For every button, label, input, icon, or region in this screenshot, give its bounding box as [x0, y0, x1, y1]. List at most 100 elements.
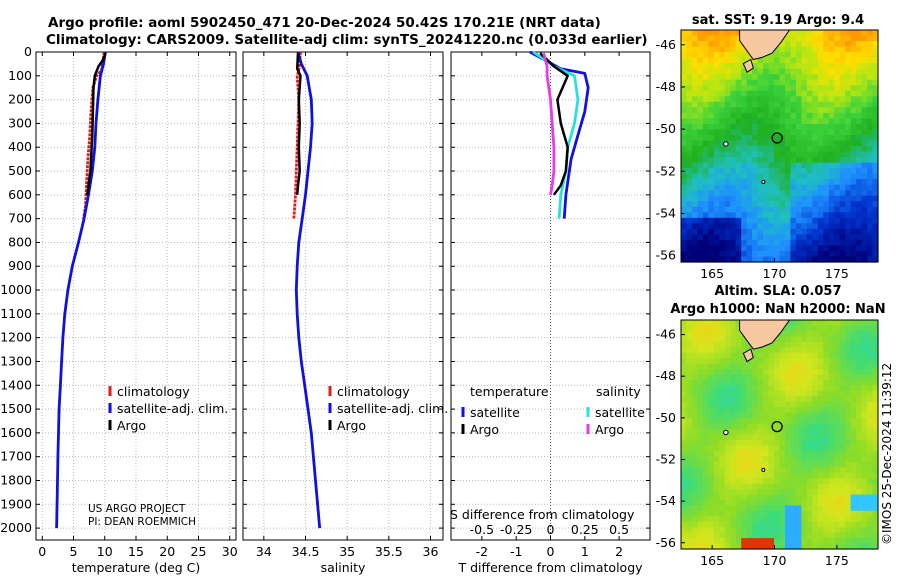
- sla_map-frame: [680, 319, 879, 550]
- sla_map-cell: [795, 505, 802, 512]
- sla_map-cell: [713, 429, 720, 436]
- sst_map-cell: [713, 79, 720, 86]
- sst_map-cell: [861, 129, 868, 136]
- sst_map-cell: [845, 35, 852, 42]
- sst_map-cell: [812, 96, 819, 103]
- salinity-panel: 34 34.5 35 35.5 36salinityclimatologysatelli…: [242, 51, 448, 575]
- sla_map-cell: [872, 445, 879, 452]
- sst_map-cell: [806, 90, 813, 97]
- sst_map-cell: [708, 179, 715, 186]
- sst_map-cell: [763, 63, 770, 70]
- sst_map-cell: [812, 107, 819, 114]
- sla_map-cell: [872, 363, 879, 370]
- sla_map-cell: [724, 510, 731, 517]
- sst_map-cell: [752, 68, 759, 75]
- sla_map-cell: [719, 505, 726, 512]
- sst_map-cell: [785, 85, 792, 92]
- sla_map-cell: [730, 489, 737, 496]
- sst_map-cell: [856, 41, 863, 48]
- sst_map-cell: [801, 251, 808, 258]
- sla_map-cell: [856, 429, 863, 436]
- depth-tick-label: 600: [8, 187, 32, 202]
- sla_map-cell: [757, 478, 764, 485]
- sst_map-cell: [801, 135, 808, 142]
- sst_map-cell: [708, 212, 715, 219]
- sla_map-cell: [785, 445, 792, 452]
- sst_map-cell: [763, 217, 770, 224]
- sla_map-cell: [823, 467, 830, 474]
- sst_map-cell: [719, 190, 726, 197]
- sla_map-cell: [790, 429, 797, 436]
- sla_map-cell: [724, 347, 731, 354]
- sla_map-cell: [795, 472, 802, 479]
- sla_map-cell: [812, 505, 819, 512]
- sla_map-cell: [713, 434, 720, 441]
- sst_map-cell: [702, 140, 709, 147]
- sla_map-cell: [713, 330, 720, 337]
- sla_map-cell: [850, 450, 857, 457]
- sst_map-cell: [801, 234, 808, 241]
- sst_map-cell: [730, 157, 737, 164]
- sst_map-cell: [681, 173, 688, 180]
- sst_map-cell: [708, 228, 715, 235]
- sla_map-cell: [872, 440, 879, 447]
- sla_map-cell: [719, 396, 726, 403]
- sla_map-cell: [856, 347, 863, 354]
- sla_map-cell: [801, 341, 808, 348]
- sla_map-cell: [686, 374, 693, 381]
- sst_map-cell: [746, 112, 753, 119]
- sst_map-cell: [872, 190, 879, 197]
- sla_map-cell: [691, 341, 698, 348]
- sla_map-cell: [801, 505, 808, 512]
- sla_map-cell: [845, 412, 852, 419]
- sst_map-cell: [681, 35, 688, 42]
- sst_map-cell: [823, 101, 830, 108]
- sst_map-cell: [850, 63, 857, 70]
- sla_map-cell: [746, 434, 753, 441]
- sla_map-cell: [713, 516, 720, 523]
- sla_map-cell: [834, 390, 841, 397]
- sst_map-cell: [817, 129, 824, 136]
- sla_map-cell: [763, 472, 770, 479]
- sst_map-cell: [691, 107, 698, 114]
- sla_map-cell: [806, 407, 813, 414]
- sla_map-cell: [845, 478, 852, 485]
- sst_map-cell: [735, 135, 742, 142]
- sst_map-cell: [839, 90, 846, 97]
- sst_map-cell: [713, 129, 720, 136]
- sla_map-cell: [779, 450, 786, 457]
- sla_map-cell: [686, 380, 693, 387]
- sst_map-cell: [856, 151, 863, 158]
- sla_map-cell: [708, 532, 715, 539]
- sla_map-cell: [872, 478, 879, 485]
- sst_map-cell: [779, 74, 786, 81]
- sla_map-cell: [730, 363, 737, 370]
- temperature-series-satellite-adj.-clim.: [55, 51, 107, 529]
- sla_map-cell: [719, 341, 726, 348]
- sst_map-cell: [806, 112, 813, 119]
- sla_map-cell: [681, 423, 688, 430]
- sla_map-cell: [801, 538, 808, 545]
- sst_map-cell: [812, 79, 819, 86]
- sst_map-cell: [834, 112, 841, 119]
- sla_map-cell: [757, 510, 764, 517]
- sla_map-cell: [686, 434, 693, 441]
- sla_map-cell: [702, 450, 709, 457]
- sla_map-cell: [856, 390, 863, 397]
- sla_map-cell: [763, 505, 770, 512]
- sla_map-cell: [702, 483, 709, 490]
- sst_map-cell: [834, 123, 841, 130]
- sst_map-cell: [697, 245, 704, 252]
- sst_map-cell: [702, 195, 709, 202]
- sst_map-cell: [845, 212, 852, 219]
- sst_map-cell: [702, 162, 709, 169]
- sla_map-cell: [834, 532, 841, 539]
- sst_map-cell: [697, 251, 704, 258]
- sla_map-cell: [735, 325, 742, 332]
- sst_map-auckland-islands: [723, 141, 729, 147]
- sst_map-cell: [850, 239, 857, 246]
- sst_map-cell: [806, 57, 813, 64]
- sst_map-cell: [697, 173, 704, 180]
- sst_map-cell: [806, 184, 813, 191]
- sla_map-cell: [774, 336, 781, 343]
